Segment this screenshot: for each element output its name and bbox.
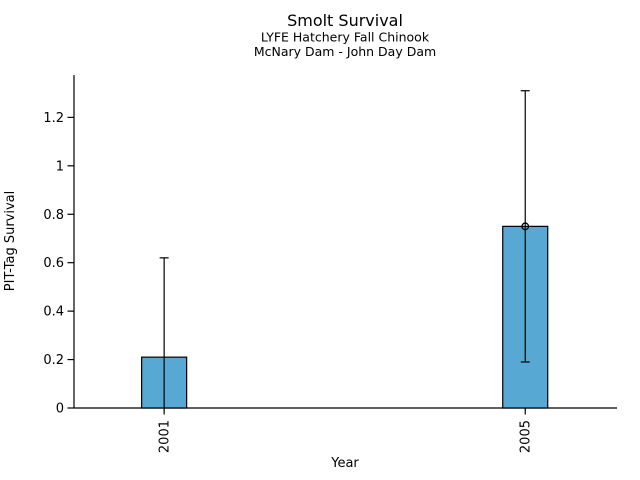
y-tick-label: 0.2 — [43, 353, 64, 368]
y-tick-label: 1.2 — [43, 111, 64, 126]
y-tick-label: 0 — [56, 402, 64, 417]
x-axis-title: Year — [330, 456, 359, 471]
y-tick-label: 0.4 — [43, 305, 64, 320]
x-tick-label-2005: 2005 — [519, 420, 534, 453]
y-tick-label: 0.6 — [43, 256, 64, 271]
chart-title: Smolt Survival — [287, 11, 403, 30]
chart-subtitle-line1: LYFE Hatchery Fall Chinook — [261, 30, 430, 45]
y-tick-label: 1 — [56, 159, 64, 174]
y-axis-title: PIT-Tag Survival — [3, 191, 18, 291]
plot-area: 0 0.2 0.4 0.6 0.8 1 1.2 2001 2005 — [43, 75, 617, 453]
x-tick-label-2001: 2001 — [158, 420, 173, 453]
chart-subtitle-line2: McNary Dam - John Day Dam — [254, 44, 436, 59]
y-tick-label: 0.8 — [43, 208, 64, 223]
point-marker-2005 — [521, 222, 530, 231]
